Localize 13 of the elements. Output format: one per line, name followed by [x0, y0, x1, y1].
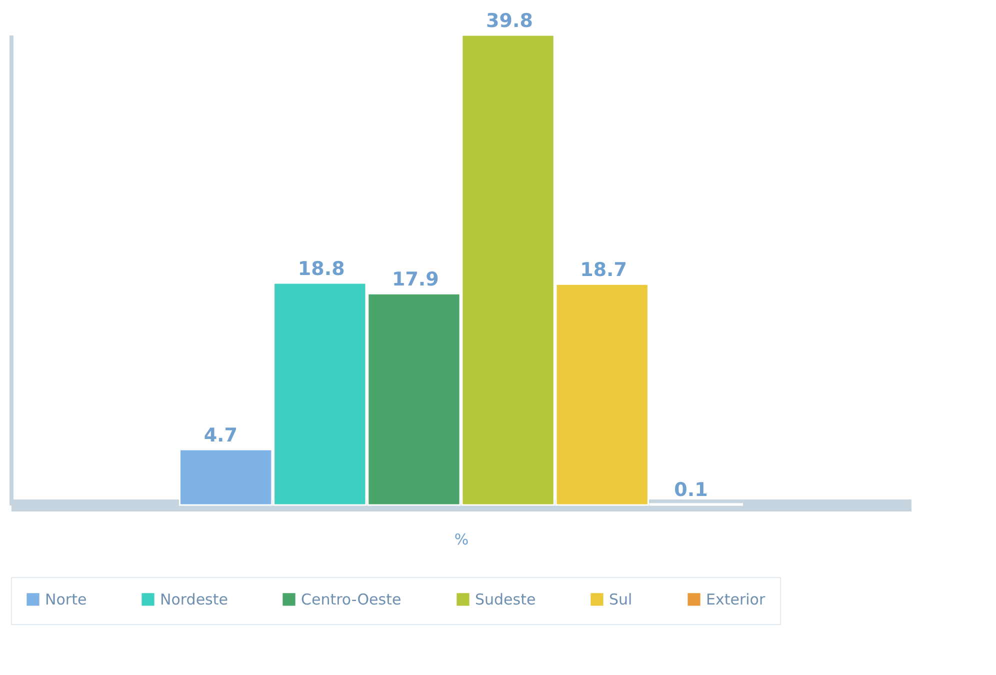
data-label: 18.7: [580, 259, 627, 282]
legend-label: Norte: [45, 590, 87, 608]
data-label: 0.1: [674, 478, 708, 501]
x-axis-title: %: [454, 530, 469, 548]
legend-label: Nordeste: [160, 590, 228, 608]
data-label: 17.9: [392, 268, 439, 291]
legend-label: Exterior: [706, 590, 766, 608]
data-label: 18.8: [298, 258, 345, 280]
data-label: 4.7: [204, 424, 238, 446]
legend-label: Centro-Oeste: [301, 590, 402, 608]
legend-label: Sudeste: [475, 590, 536, 608]
legend-label: Sul: [609, 590, 632, 608]
data-label: 39.8: [486, 10, 533, 32]
